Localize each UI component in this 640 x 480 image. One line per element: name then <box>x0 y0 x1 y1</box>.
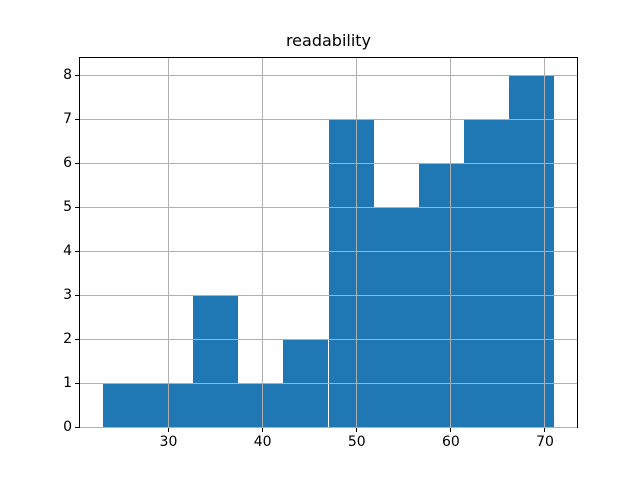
x-tick-mark <box>167 428 169 432</box>
y-tick-label: 2 <box>63 330 72 347</box>
x-tick-mark <box>356 428 358 432</box>
y-tick-label: 1 <box>63 374 72 391</box>
x-tick-mark <box>450 428 452 432</box>
y-tick-mark <box>75 382 79 384</box>
y-tick-label: 3 <box>63 286 72 303</box>
x-tick-label: 70 <box>536 434 554 450</box>
y-tick-mark <box>75 294 79 296</box>
y-tick-mark <box>75 426 79 428</box>
y-tick-mark <box>75 206 79 208</box>
gridline-horizontal <box>80 75 577 77</box>
y-tick-mark <box>75 338 79 340</box>
y-tick-label: 6 <box>63 154 72 171</box>
gridline-horizontal <box>80 119 577 120</box>
gridline-horizontal <box>80 250 577 252</box>
gridline-horizontal <box>80 206 577 208</box>
histogram-bar <box>238 383 284 427</box>
gridline-horizontal <box>80 338 577 340</box>
x-tick-mark <box>262 428 264 432</box>
chart-title: readability <box>285 31 372 50</box>
gridline-vertical <box>167 58 169 427</box>
gridline-horizontal <box>80 162 577 164</box>
histogram-bar <box>328 119 374 427</box>
y-tick-mark <box>75 162 79 164</box>
gridline-horizontal <box>80 426 577 428</box>
histogram-bar <box>464 119 510 427</box>
y-tick-mark <box>75 250 79 252</box>
plot-area <box>79 57 578 428</box>
y-tick-mark <box>75 119 79 120</box>
histogram-bar <box>147 383 193 427</box>
gridline-vertical <box>262 58 264 427</box>
histogram-bar <box>192 295 239 427</box>
y-tick-label: 8 <box>63 67 72 84</box>
y-tick-label: 4 <box>63 242 72 259</box>
y-tick-label: 0 <box>63 418 72 435</box>
x-tick-mark <box>544 428 546 432</box>
histogram-bar <box>373 207 419 427</box>
y-tick-label: 7 <box>63 111 72 127</box>
y-tick-label: 5 <box>63 198 72 215</box>
gridline-horizontal <box>80 382 577 384</box>
x-tick-label: 40 <box>253 434 272 450</box>
y-tick-mark <box>75 75 79 77</box>
histogram-bar <box>102 383 148 427</box>
x-tick-label: 60 <box>441 434 460 450</box>
x-tick-label: 30 <box>159 434 178 450</box>
gridline-vertical <box>450 58 452 427</box>
x-tick-label: 50 <box>347 434 366 450</box>
gridline-horizontal <box>80 294 577 296</box>
gridline-vertical <box>356 58 358 427</box>
gridline-vertical <box>544 58 546 427</box>
